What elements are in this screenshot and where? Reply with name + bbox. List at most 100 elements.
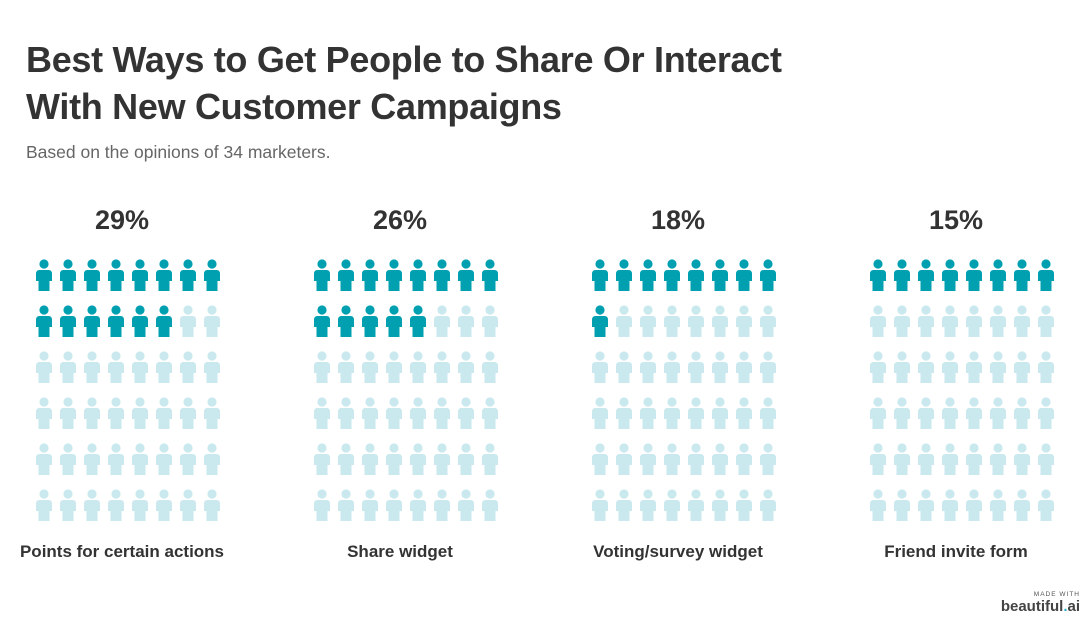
person-icon <box>458 305 474 337</box>
person-icon <box>362 397 378 429</box>
person-icon <box>688 259 704 291</box>
person-icon <box>966 351 982 383</box>
person-icon <box>204 305 220 337</box>
person-icon <box>918 397 934 429</box>
person-icon <box>894 305 910 337</box>
person-icon <box>482 351 498 383</box>
person-icon <box>1014 259 1030 291</box>
person-icon <box>132 443 148 475</box>
person-icon <box>434 397 450 429</box>
category-label: Points for certain actions <box>19 542 225 561</box>
person-icon <box>712 351 728 383</box>
person-icon <box>434 259 450 291</box>
person-icon <box>204 259 220 291</box>
person-icon <box>108 489 124 521</box>
person-icon <box>688 489 704 521</box>
person-icon <box>942 489 958 521</box>
category-label: Share widget <box>347 542 453 561</box>
person-icon <box>386 259 402 291</box>
person-icon <box>410 259 426 291</box>
person-icon <box>736 305 752 337</box>
person-icon <box>132 397 148 429</box>
percent-value: 29% <box>94 205 150 235</box>
person-icon <box>990 351 1006 383</box>
person-icon <box>760 489 776 521</box>
brand-name: beautiful.ai <box>1001 598 1080 615</box>
person-icon <box>482 305 498 337</box>
person-icon <box>760 397 776 429</box>
person-icon <box>918 305 934 337</box>
person-icon <box>760 351 776 383</box>
person-icon <box>362 351 378 383</box>
person-icon <box>180 351 196 383</box>
person-icon <box>84 443 100 475</box>
person-icon <box>942 443 958 475</box>
category-column: 18% Voting/survey widget <box>592 200 782 561</box>
person-icon <box>482 259 498 291</box>
person-icon <box>156 305 172 337</box>
person-icon <box>410 489 426 521</box>
person-icon <box>458 351 474 383</box>
person-icon <box>36 305 52 337</box>
person-icon <box>990 305 1006 337</box>
person-icon <box>664 305 680 337</box>
person-icon <box>966 397 982 429</box>
person-icon <box>592 351 608 383</box>
person-icon <box>84 489 100 521</box>
person-icon <box>1014 489 1030 521</box>
person-icon <box>894 351 910 383</box>
person-icon <box>314 259 330 291</box>
person-icon <box>314 305 330 337</box>
person-icon <box>362 305 378 337</box>
person-icon <box>1038 397 1054 429</box>
chart-title: Best Ways to Get People to Share Or Inte… <box>26 39 782 127</box>
person-icon <box>314 443 330 475</box>
person-icon <box>156 489 172 521</box>
brand-word: beautiful <box>1000 598 1064 615</box>
person-icon <box>132 351 148 383</box>
chart-subtitle: Based on the opinions of 34 marketers. <box>26 142 331 162</box>
person-icon <box>314 489 330 521</box>
person-icon <box>458 259 474 291</box>
person-icon <box>870 443 886 475</box>
person-icon <box>108 351 124 383</box>
category-column: 29% Points for certain actions <box>20 200 226 561</box>
person-icon <box>894 259 910 291</box>
person-icon <box>664 351 680 383</box>
person-icon <box>482 443 498 475</box>
person-icon <box>84 351 100 383</box>
person-icon <box>664 443 680 475</box>
person-icon <box>1014 351 1030 383</box>
person-icon <box>204 351 220 383</box>
person-icon <box>966 489 982 521</box>
person-icon <box>36 351 52 383</box>
category-column: 26% Share widget <box>314 200 504 561</box>
person-icon <box>918 443 934 475</box>
person-icon <box>338 397 354 429</box>
icon-grid <box>36 259 220 521</box>
person-icon <box>338 305 354 337</box>
person-icon <box>918 351 934 383</box>
person-icon <box>664 489 680 521</box>
person-icon <box>132 489 148 521</box>
person-icon <box>870 397 886 429</box>
icon-grid <box>592 259 776 521</box>
made-with-text: MADE WITH <box>1033 591 1080 598</box>
person-icon <box>180 397 196 429</box>
person-icon <box>108 259 124 291</box>
person-icon <box>640 443 656 475</box>
person-icon <box>84 305 100 337</box>
person-icon <box>338 489 354 521</box>
category-label: Voting/survey widget <box>593 542 763 561</box>
person-icon <box>60 305 76 337</box>
person-icon <box>990 443 1006 475</box>
person-icon <box>180 489 196 521</box>
person-icon <box>108 397 124 429</box>
person-icon <box>314 397 330 429</box>
person-icon <box>84 397 100 429</box>
person-icon <box>180 443 196 475</box>
person-icon <box>736 489 752 521</box>
person-icon <box>458 489 474 521</box>
person-icon <box>894 443 910 475</box>
person-icon <box>616 443 632 475</box>
